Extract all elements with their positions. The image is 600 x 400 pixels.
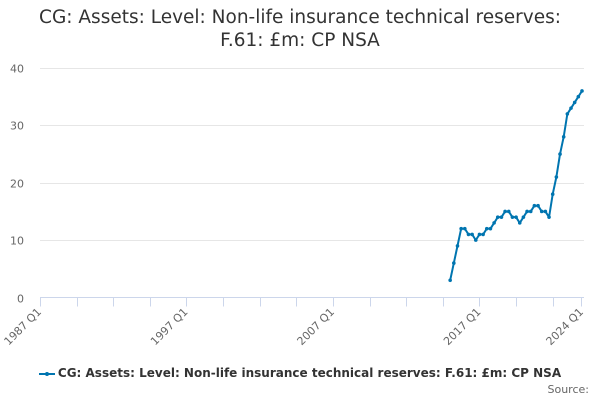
legend[interactable]: CG: Assets: Level: Non-life insurance te…	[0, 366, 600, 380]
data-series-line[interactable]	[448, 89, 584, 283]
chart-title-line-2: F.61: £m: CP NSA	[220, 30, 380, 51]
svg-text:40: 40	[10, 63, 24, 76]
svg-text:0: 0	[17, 293, 24, 306]
chart-title-line-1: CG: Assets: Level: Non-life insurance te…	[39, 7, 561, 28]
svg-text:20: 20	[10, 178, 24, 191]
svg-text:2017 Q1: 2017 Q1	[441, 305, 484, 348]
svg-text:30: 30	[10, 120, 24, 133]
y-axis-labels: 0 10 20 30 40	[10, 63, 24, 306]
legend-series-marker-icon	[38, 369, 55, 379]
y-gridlines	[40, 68, 584, 241]
source-label: Source:	[547, 383, 590, 396]
svg-text:1997 Q1: 1997 Q1	[148, 305, 191, 348]
svg-text:2007 Q1: 2007 Q1	[295, 305, 338, 348]
svg-text:10: 10	[10, 235, 24, 248]
svg-text:2024 Q1: 2024 Q1	[544, 305, 587, 348]
x-axis-labels: 1987 Q1 1997 Q1 2007 Q1 2017 Q1 2024 Q1	[2, 305, 587, 348]
svg-text:1987 Q1: 1987 Q1	[2, 305, 45, 348]
x-axis	[40, 297, 584, 307]
chart-title: CG: Assets: Level: Non-life insurance te…	[0, 6, 600, 52]
legend-label: CG: Assets: Level: Non-life insurance te…	[57, 366, 562, 380]
